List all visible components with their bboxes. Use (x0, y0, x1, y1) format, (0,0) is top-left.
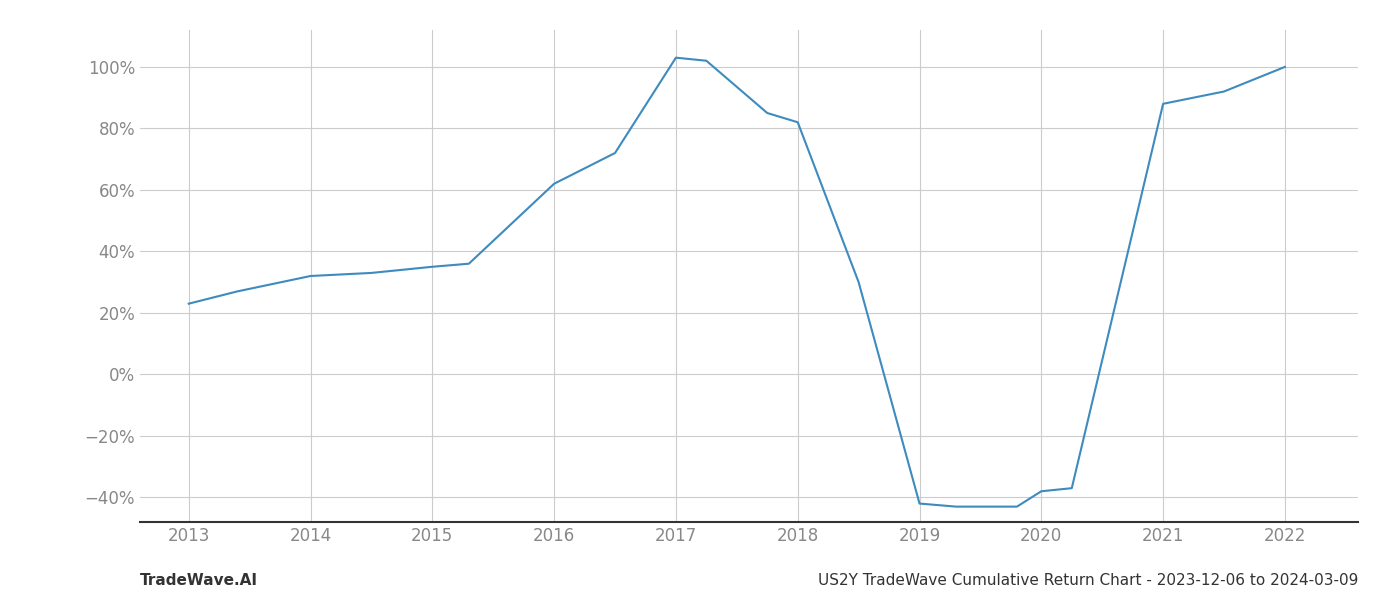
Text: US2Y TradeWave Cumulative Return Chart - 2023-12-06 to 2024-03-09: US2Y TradeWave Cumulative Return Chart -… (818, 573, 1358, 588)
Text: TradeWave.AI: TradeWave.AI (140, 573, 258, 588)
